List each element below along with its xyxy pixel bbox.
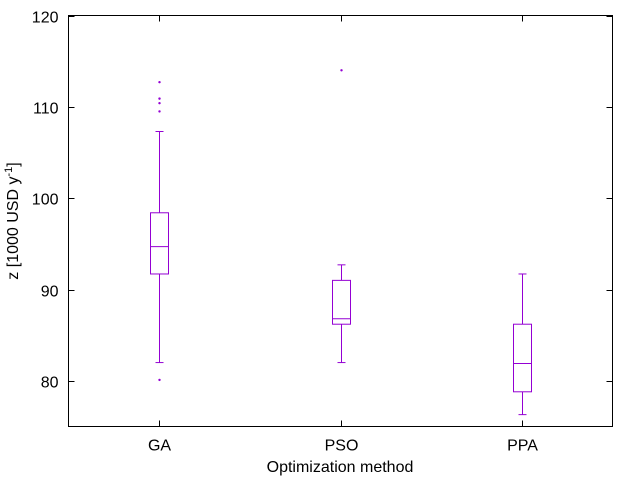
outlier-point: [158, 110, 161, 113]
y-axis-label-close: ]: [5, 162, 22, 166]
y-axis-label-superscript: -1: [3, 167, 15, 177]
box-iqr: [513, 323, 532, 393]
y-tick-label: 90: [41, 284, 59, 301]
y-axis-label-main: z [1000 USD y: [5, 177, 22, 280]
y-axis: 80 90 100 110 120: [32, 10, 613, 392]
y-tick-label: 100: [32, 192, 59, 209]
boxes-group: [150, 69, 532, 416]
y-axis-label: z [1000 USD y-1]: [3, 162, 22, 279]
x-tick-label: PPA: [507, 438, 538, 455]
box-ppa: [513, 273, 532, 416]
x-tick-label: PSO: [325, 438, 359, 455]
outlier-point: [340, 69, 343, 72]
x-axis: GA PSO PPA: [148, 15, 538, 455]
outlier-point: [158, 97, 161, 100]
y-tick-label: 110: [33, 101, 59, 118]
y-tick-label: 80: [41, 375, 59, 392]
box-iqr: [150, 212, 169, 275]
box-pso: [332, 69, 351, 364]
x-axis-label: Optimization method: [267, 459, 414, 476]
outlier-point: [158, 101, 161, 105]
outlier-point: [158, 80, 161, 84]
x-tick-label: GA: [148, 438, 171, 455]
plot-frame: [68, 15, 613, 427]
box-ga: [150, 80, 169, 382]
box-iqr: [332, 279, 351, 325]
y-tick-label: 120: [32, 10, 59, 27]
outlier-point: [158, 378, 161, 382]
